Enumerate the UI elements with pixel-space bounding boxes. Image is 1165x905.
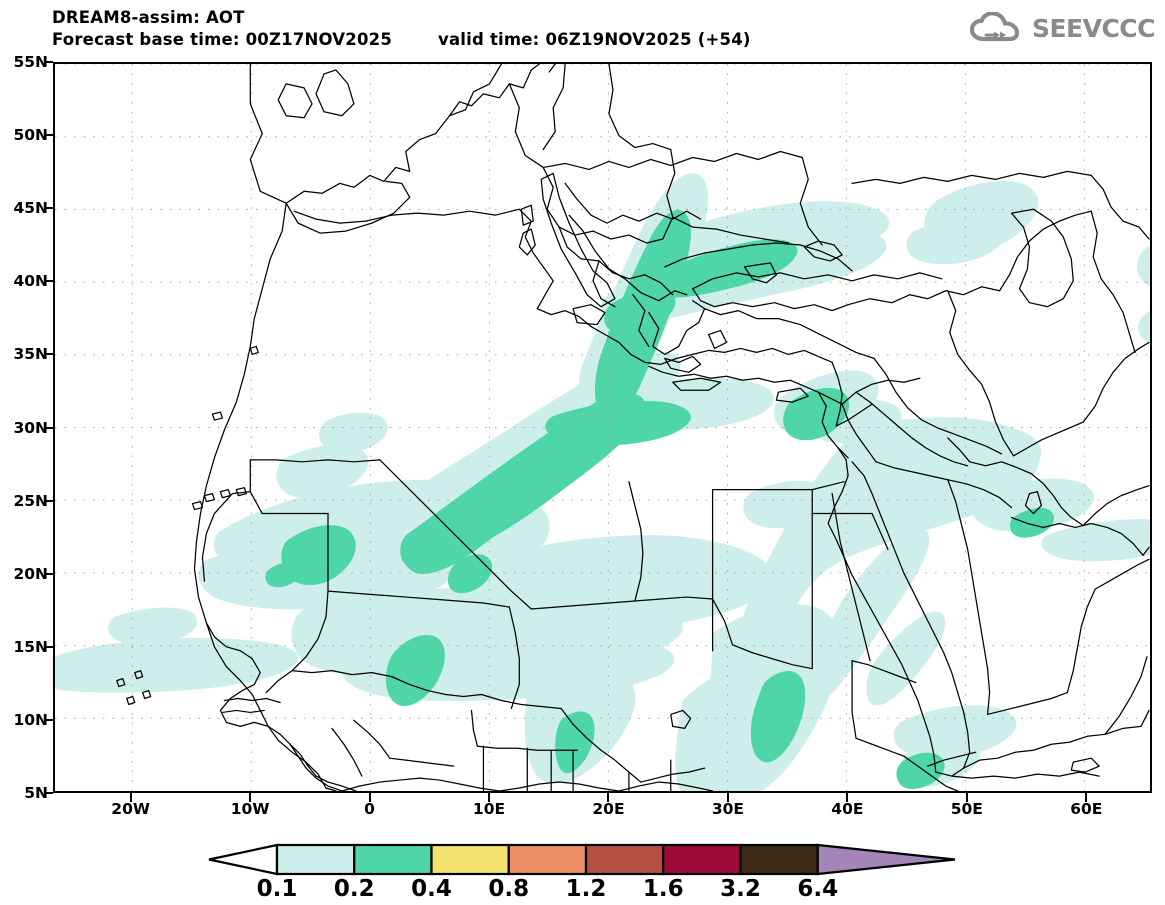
map-canvas: [55, 64, 1150, 791]
y-axis-tick-label: 55N: [13, 53, 48, 71]
colorbar-swatch: [507, 843, 588, 876]
x-axis-tick-label: 30E: [711, 800, 745, 818]
colorbar-tick-label: 1.6: [642, 876, 684, 902]
y-axis-tick-mark: [44, 207, 53, 210]
y-axis-tick-mark: [44, 61, 53, 63]
x-axis-tick-mark: [846, 793, 849, 802]
x-axis-tick-mark: [129, 793, 132, 802]
colorbar-tick-label: 6.4: [797, 876, 839, 902]
x-axis-tick-label: 50E: [950, 800, 983, 818]
x-axis-tick-label: 10W: [230, 800, 270, 818]
x-axis-tick-label: 60E: [1070, 800, 1103, 818]
y-axis-tick-label: 40N: [13, 272, 48, 291]
colorbar-tail: [208, 843, 279, 876]
y-axis-tick-label: 20N: [13, 564, 48, 583]
colorbar-swatch: [584, 843, 665, 876]
x-axis-tick-mark: [488, 793, 491, 802]
colorbar: 0.1 0.2 0.4 0.8 1.2 1.6 3.2 6.4: [0, 840, 1165, 902]
colorbar-swatch: [275, 843, 356, 876]
y-axis-tick-mark: [44, 353, 53, 356]
aot-level-0.1-layer: [55, 173, 1150, 791]
colorbar-tick-label: 0.2: [333, 876, 375, 902]
colorbar-tick-label: 1.2: [565, 876, 607, 902]
y-axis-tick-mark: [44, 572, 53, 575]
x-axis-tick-mark: [607, 793, 610, 802]
header: DREAM8-assim: AOT Forecast base time: 00…: [0, 0, 1165, 58]
colorbar-tick-label: 3.2: [720, 876, 761, 902]
forecast-time-line: Forecast base time: 00Z17NOV2025 valid ti…: [52, 30, 751, 49]
x-axis-tick-mark: [368, 793, 371, 802]
colorbar-swatch: [430, 843, 510, 876]
base-time-value: 00Z17NOV2025: [245, 30, 392, 49]
y-axis-tick-label: 15N: [13, 637, 48, 656]
aot-level-0.2-layer: [265, 209, 1055, 790]
colorbar-tick-label: 0.4: [411, 876, 452, 902]
y-axis-tick-mark: [44, 499, 53, 502]
y-axis-tick-mark: [44, 645, 53, 648]
y-axis-tick-label: 45N: [13, 199, 48, 218]
y-axis-tick-label: 10N: [13, 710, 48, 729]
x-axis-tick-mark: [249, 793, 252, 802]
colorbar-swatches: [207, 843, 957, 876]
page-title: DREAM8-assim: AOT: [52, 8, 245, 27]
colorbar-svg: [208, 843, 956, 876]
y-axis-tick-label: 25N: [13, 491, 48, 510]
y-axis-tick-label: 5N: [24, 784, 48, 802]
colorbar-swatch: [353, 843, 433, 876]
y-axis-tick-label: 35N: [13, 345, 48, 364]
y-axis-tick-mark: [44, 792, 53, 794]
colorbar-tip: [816, 843, 956, 876]
base-time-label: Forecast base time:: [52, 30, 240, 49]
y-axis-tick-mark: [44, 280, 53, 283]
map-gridlines: [55, 64, 1150, 791]
valid-time-label: valid time:: [438, 30, 540, 49]
colorbar-swatch: [662, 843, 742, 876]
y-axis-tick-mark: [44, 426, 53, 429]
x-axis-tick-label: 40E: [831, 800, 864, 818]
x-axis-tick-mark: [726, 793, 729, 802]
x-axis-tick-label: 20E: [592, 800, 625, 818]
y-axis-tick-mark: [44, 134, 53, 137]
colorbar-tick-label: 0.8: [488, 876, 530, 902]
x-axis-tick-mark: [1085, 793, 1088, 802]
x-axis-tick-mark: [965, 793, 968, 802]
colorbar-tick-label: 0.1: [256, 876, 298, 902]
y-axis-tick-label: 50N: [13, 126, 48, 145]
y-axis-tick-label: 30N: [13, 418, 48, 437]
coastlines-and-borders: [116, 64, 1150, 791]
x-axis-tick-label: 20W: [111, 800, 150, 818]
y-axis-tick-mark: [44, 718, 53, 721]
seevccc-logo: SEEVCCC: [969, 10, 1156, 46]
x-axis-tick-label: 10E: [472, 800, 506, 818]
x-axis-tick-label: 0: [364, 800, 375, 818]
colorbar-swatch: [739, 843, 819, 876]
valid-time-value: 06Z19NOV2025 (+54): [545, 30, 751, 49]
logo-text: SEEVCCC: [1031, 13, 1156, 43]
cloud-arrow-icon: [969, 12, 1020, 42]
map-plot-area: [53, 62, 1152, 793]
